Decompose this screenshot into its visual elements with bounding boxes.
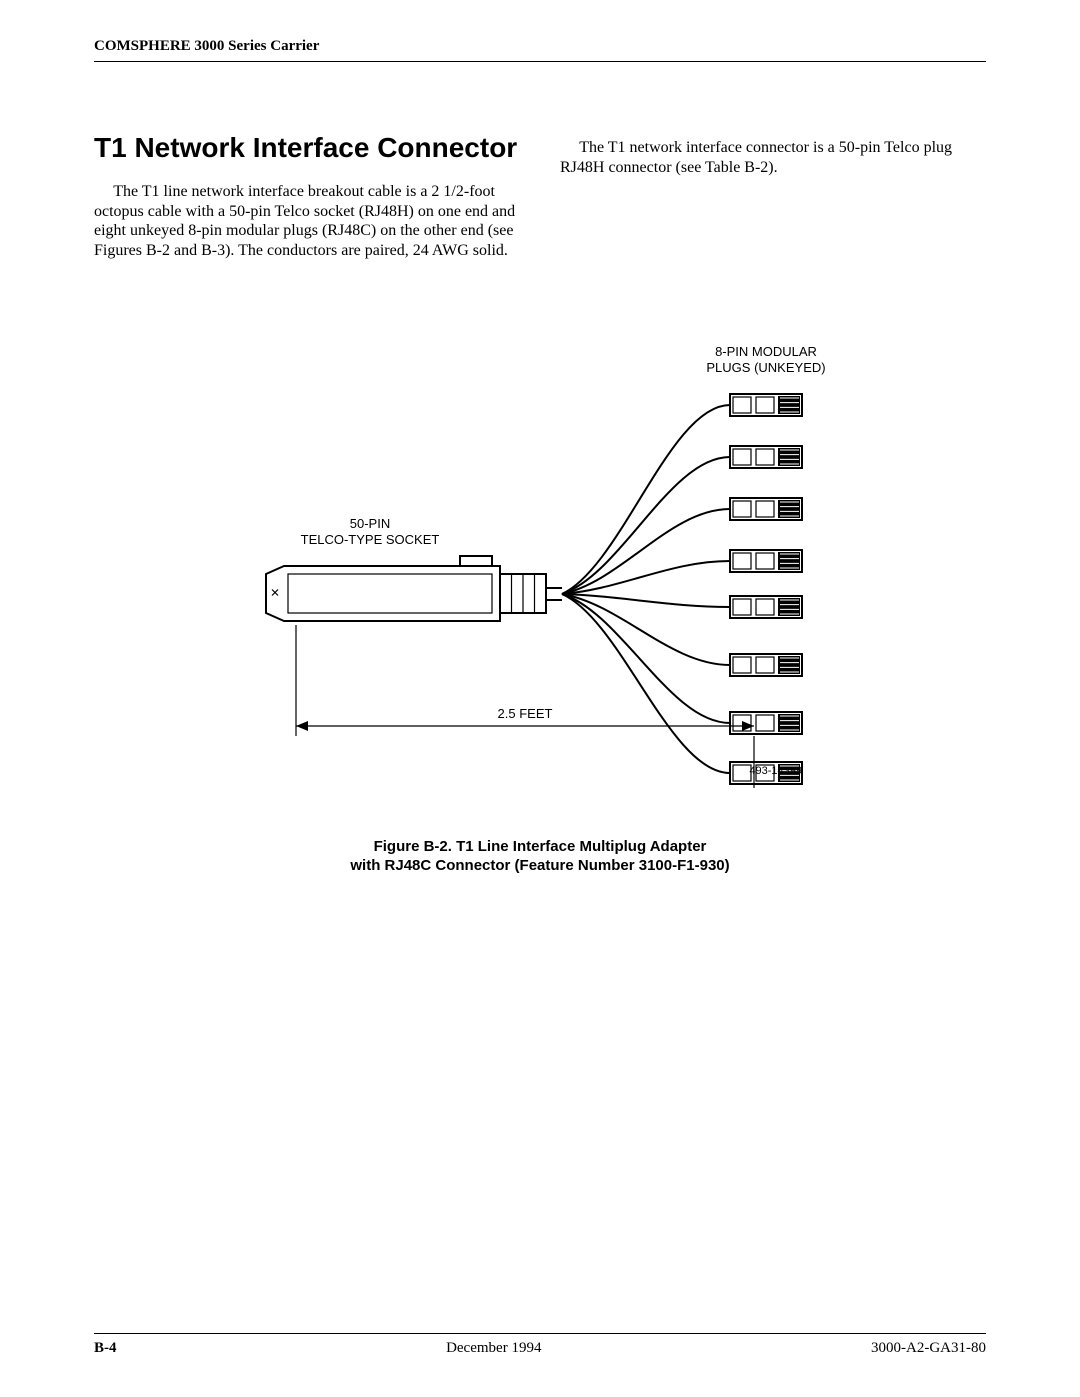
footer: B-4 December 1994 3000-A2-GA31-80 <box>94 1333 986 1357</box>
svg-text:TELCO-TYPE SOCKET: TELCO-TYPE SOCKET <box>301 532 440 547</box>
right-column: The T1 network interface connector is a … <box>560 132 986 260</box>
svg-text:493-14399: 493-14399 <box>749 765 802 777</box>
figure-caption-line2: with RJ48C Connector (Feature Number 310… <box>350 857 729 874</box>
footer-page-number: B-4 <box>94 1340 117 1357</box>
two-column-layout: T1 Network Interface Connector The T1 li… <box>94 132 986 260</box>
figure-b2-svg: 8-PIN MODULARPLUGS (UNKEYED) 50-PINTELCO-… <box>240 296 840 816</box>
left-column: T1 Network Interface Connector The T1 li… <box>94 132 520 260</box>
svg-text:2.5 FEET: 2.5 FEET <box>498 706 553 721</box>
svg-text:8-PIN MODULAR: 8-PIN MODULAR <box>715 344 817 359</box>
svg-text:PLUGS (UNKEYED): PLUGS (UNKEYED) <box>706 360 825 375</box>
running-head: COMSPHERE 3000 Series Carrier <box>94 38 986 62</box>
content-area: T1 Network Interface Connector The T1 li… <box>94 132 986 876</box>
footer-date: December 1994 <box>446 1340 541 1357</box>
page: COMSPHERE 3000 Series Carrier T1 Network… <box>0 0 1080 1397</box>
left-paragraph: The T1 line network interface breakout c… <box>94 182 520 260</box>
figure-b2: 8-PIN MODULARPLUGS (UNKEYED) 50-PINTELCO-… <box>240 296 840 876</box>
figure-caption: Figure B-2. T1 Line Interface Multiplug … <box>240 838 840 876</box>
section-title: T1 Network Interface Connector <box>94 132 520 164</box>
right-paragraph: The T1 network interface connector is a … <box>560 138 986 177</box>
figure-caption-line1: Figure B-2. T1 Line Interface Multiplug … <box>374 838 707 855</box>
footer-doc-number: 3000-A2-GA31-80 <box>871 1340 986 1357</box>
svg-text:50-PIN: 50-PIN <box>350 516 390 531</box>
